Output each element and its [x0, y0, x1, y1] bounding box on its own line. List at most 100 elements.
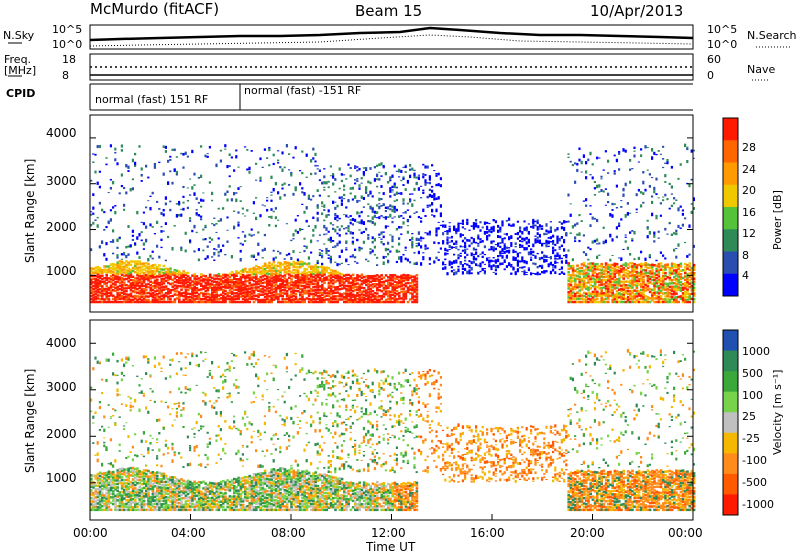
velocity-cell — [136, 488, 139, 491]
power-cell — [411, 203, 414, 207]
power-cell — [387, 180, 390, 184]
power-cell — [633, 265, 636, 269]
power-cell — [195, 197, 198, 200]
power-cell — [356, 285, 359, 289]
power-cell — [648, 300, 652, 304]
power-cell — [248, 273, 251, 277]
power-cell — [323, 219, 326, 222]
power-cell — [127, 298, 130, 301]
power-cell — [204, 297, 207, 301]
power-cell — [600, 265, 603, 268]
power-cell — [299, 278, 302, 282]
velocity-cell — [138, 491, 141, 495]
power-cell — [244, 300, 247, 304]
power-cell — [637, 161, 640, 163]
power-cell — [640, 154, 643, 157]
power-cell — [219, 149, 222, 152]
power-cell — [288, 264, 291, 267]
power-cell — [316, 283, 320, 287]
power-cell — [151, 288, 155, 292]
power-cell — [596, 285, 599, 289]
power-cell — [268, 269, 271, 273]
power-cell — [679, 227, 682, 230]
power-cell — [90, 269, 93, 273]
power-cell — [136, 274, 139, 277]
power-cell — [334, 274, 337, 277]
power-cell — [109, 186, 112, 190]
velocity-cell — [114, 486, 117, 489]
power-cell — [272, 257, 275, 261]
power-cell — [589, 275, 592, 279]
power-cell — [153, 298, 157, 302]
power-cell — [116, 285, 119, 289]
power-cell — [626, 280, 630, 283]
power-cell — [442, 241, 445, 245]
power-cell — [662, 268, 665, 272]
velocity-cell — [105, 500, 108, 503]
velocity-cell — [120, 472, 124, 476]
velocity-cell — [158, 471, 161, 475]
power-cell — [195, 297, 199, 300]
power-cell — [134, 277, 137, 280]
power-cell — [268, 216, 271, 218]
power-cell — [459, 245, 462, 248]
power-cell — [321, 270, 324, 273]
power-cell — [200, 291, 203, 295]
power-cell — [186, 283, 190, 287]
power-cell — [98, 144, 101, 149]
power-cell — [241, 207, 244, 210]
power-cell — [202, 292, 205, 295]
power-cell — [426, 247, 429, 250]
power-cell — [310, 292, 313, 296]
power-cell — [189, 298, 192, 302]
power-cell — [109, 269, 113, 273]
power-cell — [446, 230, 449, 234]
power-cell — [393, 286, 397, 290]
velocity-cell — [149, 506, 152, 510]
power-cell — [98, 267, 102, 270]
power-cell — [354, 218, 357, 222]
power-cell — [402, 283, 405, 287]
power-cell — [358, 298, 361, 302]
power-cell — [686, 255, 689, 258]
power-cell — [349, 221, 352, 225]
power-cell — [442, 232, 445, 234]
power-cell — [283, 280, 287, 283]
power-cell — [182, 152, 185, 156]
power-cell — [301, 273, 304, 277]
power-cell — [611, 298, 614, 302]
power-cell — [118, 269, 122, 273]
power-cell — [587, 258, 590, 261]
velocity-cell — [142, 455, 145, 458]
power-cell — [406, 230, 409, 234]
power-cell — [114, 266, 117, 270]
power-cell — [233, 292, 236, 295]
power-cell — [380, 280, 383, 284]
power-cell — [558, 248, 561, 250]
power-cell — [378, 288, 381, 292]
power-cell — [567, 287, 570, 290]
power-cell — [162, 230, 165, 232]
power-cell — [356, 282, 359, 285]
power-cell — [499, 251, 502, 254]
power-cell — [659, 280, 663, 283]
power-cell — [578, 158, 581, 162]
power-cell — [281, 280, 284, 284]
power-cell — [109, 241, 112, 243]
power-cell — [622, 193, 625, 197]
power-cell — [145, 283, 148, 286]
power-cell — [615, 226, 618, 230]
power-cell — [307, 194, 310, 198]
power-cell — [479, 253, 482, 255]
power-cell — [604, 264, 608, 267]
power-cell — [327, 209, 330, 213]
power-cell — [228, 175, 231, 178]
power-cell — [94, 297, 97, 301]
power-cell — [505, 257, 508, 259]
power-cell — [261, 269, 265, 273]
power-cell — [464, 241, 467, 245]
power-cell — [296, 269, 300, 272]
power-cell — [395, 191, 398, 195]
power-cell — [321, 262, 324, 266]
power-cell — [301, 293, 304, 296]
